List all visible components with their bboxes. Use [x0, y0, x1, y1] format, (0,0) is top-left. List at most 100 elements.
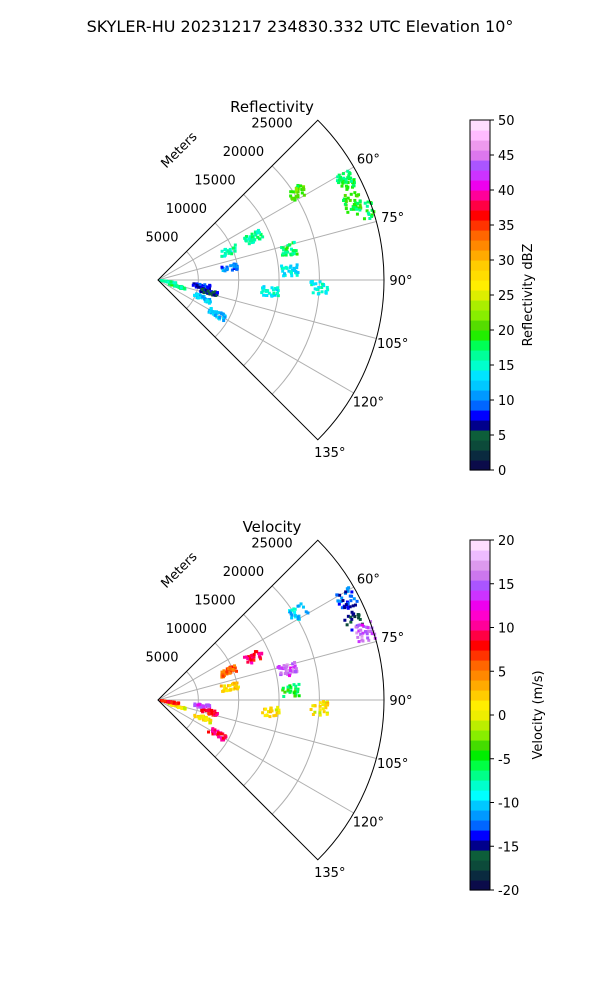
echo-gate	[358, 208, 362, 212]
echo-gate	[248, 235, 252, 239]
echo-gate	[318, 280, 322, 284]
echo-gate	[295, 273, 299, 277]
echo-gate	[313, 704, 317, 708]
echo-gate	[229, 688, 233, 692]
echo-gate	[322, 700, 326, 704]
echo-gate	[219, 684, 223, 688]
echo-gate	[352, 178, 356, 182]
echo-gate	[228, 671, 232, 675]
echo-gate	[199, 714, 203, 718]
echo-gate	[172, 700, 176, 704]
echo-gate	[191, 283, 195, 287]
echo-gate	[337, 178, 341, 182]
colorbar-swatch	[470, 770, 490, 781]
echo-gate	[359, 206, 363, 210]
echo-gate	[280, 264, 284, 268]
echo-gate	[223, 687, 227, 691]
echo-gate	[367, 630, 371, 634]
echo-gate	[182, 706, 186, 710]
echo-gate	[353, 615, 357, 619]
echo-gate	[265, 713, 269, 717]
colorbar-tick-label: 20	[498, 324, 515, 339]
echo-gate	[289, 253, 293, 257]
azimuth-tick-label: 60°	[357, 153, 380, 168]
echo-gate	[290, 668, 294, 672]
echo-gate	[225, 672, 229, 676]
echo-gate	[278, 666, 282, 670]
echo-gate	[346, 605, 350, 609]
echo-gate	[223, 251, 227, 255]
echo-gate	[272, 714, 276, 718]
echo-gate	[261, 235, 265, 239]
echo-gate	[344, 177, 348, 181]
echo-gate	[360, 623, 364, 627]
echo-gate	[225, 670, 229, 674]
echo-gate	[221, 732, 225, 736]
echo-gate	[209, 718, 213, 722]
reflectivity-title: Reflectivity	[230, 98, 314, 116]
azimuth-gridline	[157, 699, 354, 814]
echo-gate	[274, 713, 278, 717]
echo-gate	[220, 254, 224, 258]
colorbar-swatch	[470, 170, 490, 181]
echo-gate	[233, 249, 237, 253]
echo-gate	[177, 705, 181, 709]
echo-gate	[281, 252, 285, 256]
echo-gate	[346, 176, 350, 180]
echo-gate	[292, 691, 296, 695]
echo-gate	[336, 175, 340, 179]
echo-gate	[346, 181, 350, 185]
colorbar-tick-label: 0	[498, 709, 506, 724]
echo-gate	[252, 658, 256, 662]
colorbar-swatch	[470, 130, 490, 141]
colorbar-swatch	[470, 630, 490, 641]
echo-gate	[281, 246, 285, 250]
echo-gate	[309, 280, 313, 284]
echo-gate	[288, 610, 292, 614]
echo-gate	[354, 625, 358, 629]
echo-gate	[208, 721, 212, 725]
echo-gate	[365, 204, 369, 208]
echo-gate	[263, 714, 267, 718]
echo-gate	[160, 699, 164, 703]
echo-gate	[348, 172, 352, 176]
colorbar-swatch	[470, 670, 490, 681]
echo-gate	[299, 184, 303, 188]
echo-gate	[358, 203, 362, 207]
echo-gate	[296, 271, 300, 275]
echo-gate	[166, 280, 170, 284]
range-tick-label: 20000	[223, 145, 264, 160]
echo-gate	[244, 655, 248, 659]
echo-gate	[342, 176, 346, 180]
echo-gate	[355, 631, 359, 635]
echo-gate	[356, 613, 360, 617]
echo-gate	[347, 174, 351, 178]
echo-gate	[174, 702, 178, 706]
echo-gate	[167, 282, 171, 286]
echo-gate	[277, 711, 281, 715]
echo-gate	[171, 280, 175, 284]
echo-gate	[264, 289, 268, 293]
echo-gate	[348, 198, 352, 202]
echo-gate	[357, 616, 361, 620]
colorbar-swatch	[470, 160, 490, 171]
echo-gate	[214, 293, 218, 297]
echo-gate	[235, 669, 239, 673]
echo-gate	[356, 201, 360, 205]
azimuth-tick-label: 90°	[389, 274, 412, 289]
colorbar-swatch	[470, 810, 490, 821]
colorbar-swatch	[470, 730, 490, 741]
echo-gate	[280, 666, 284, 670]
colorbar-tick-label: 20	[498, 534, 515, 549]
echo-gate	[310, 283, 314, 287]
echo-gate	[295, 263, 299, 267]
echo-gate	[209, 290, 213, 294]
echo-gate	[349, 599, 353, 603]
echo-gate	[290, 608, 294, 612]
echo-gate	[311, 712, 315, 716]
echo-gate	[215, 291, 219, 295]
echo-gate	[340, 184, 344, 188]
echo-gate	[182, 286, 186, 290]
echo-gate	[195, 284, 199, 288]
echo-gate	[352, 184, 356, 188]
